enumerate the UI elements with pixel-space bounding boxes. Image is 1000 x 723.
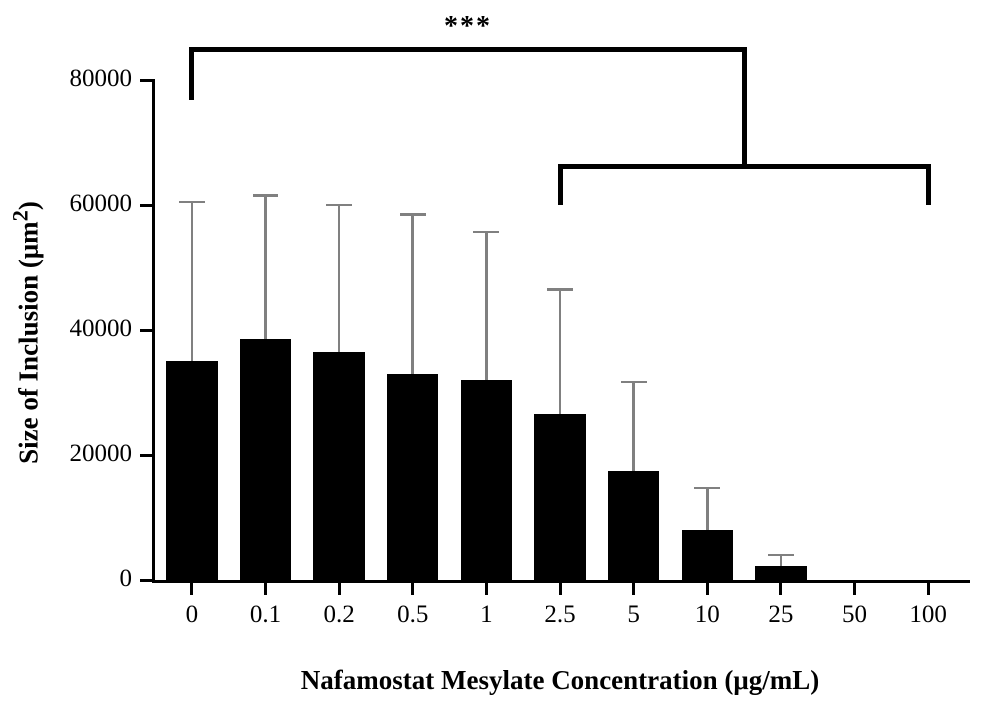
y-tick-label: 0	[0, 565, 132, 595]
bar	[240, 339, 292, 580]
x-tick-label: 1	[450, 601, 524, 629]
x-tick-label: 50	[818, 601, 892, 629]
bar	[387, 374, 439, 580]
x-tick-label: 100	[891, 601, 965, 629]
x-tick-label: 0.5	[376, 601, 450, 629]
x-tick-label: 10	[670, 601, 744, 629]
bar	[755, 566, 807, 580]
x-tick-label: 5	[597, 601, 671, 629]
bar	[608, 471, 660, 580]
x-tick-label: 0.2	[302, 601, 376, 629]
bar	[461, 380, 513, 580]
x-tick-label: 2.5	[523, 601, 597, 629]
x-axis-title: Nafamostat Mesylate Concentration (μg/mL…	[155, 665, 965, 696]
y-axis-title: Size of Inclusion (μm2)	[8, 133, 45, 533]
x-tick-label: 25	[744, 601, 818, 629]
x-tick-label: 0	[155, 601, 229, 629]
bar	[534, 414, 586, 580]
y-tick-label: 80000	[0, 65, 132, 95]
bar	[313, 352, 365, 580]
significance-label: ***	[418, 11, 518, 43]
x-tick-label: 0.1	[229, 601, 303, 629]
bar	[682, 530, 734, 580]
bar	[166, 361, 218, 580]
